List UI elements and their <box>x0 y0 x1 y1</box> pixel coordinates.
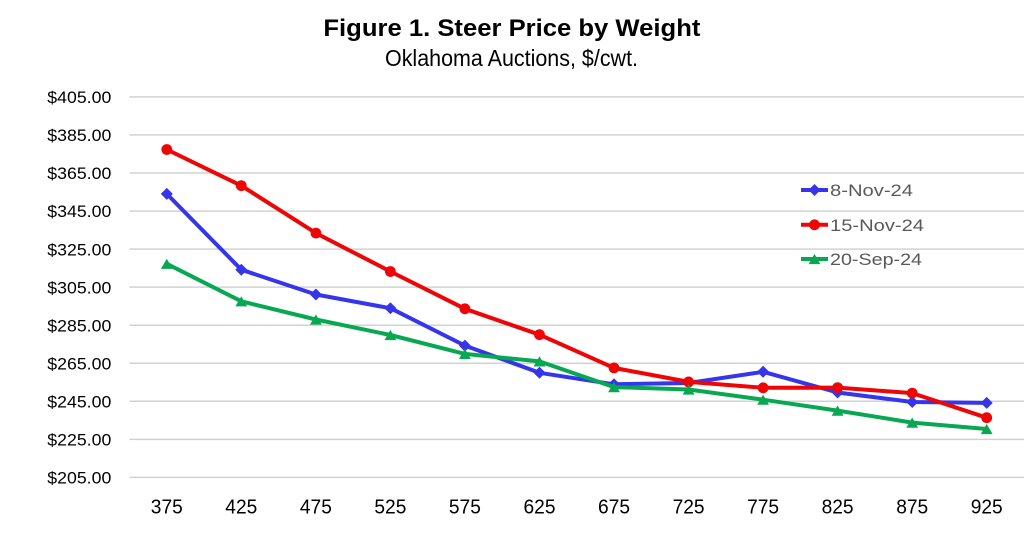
svg-text:875: 875 <box>896 497 928 519</box>
svg-text:$205.00: $205.00 <box>47 469 111 488</box>
svg-text:725: 725 <box>673 497 705 519</box>
svg-text:775: 775 <box>747 497 779 519</box>
svg-text:Oklahoma Auctions, $/cwt.: Oklahoma Auctions, $/cwt. <box>385 45 638 71</box>
svg-text:$285.00: $285.00 <box>47 316 111 335</box>
svg-text:575: 575 <box>449 497 481 519</box>
svg-text:525: 525 <box>374 497 406 519</box>
svg-text:$345.00: $345.00 <box>47 202 111 221</box>
svg-text:$245.00: $245.00 <box>47 393 111 412</box>
svg-text:425: 425 <box>225 497 257 519</box>
svg-text:8-Nov-24: 8-Nov-24 <box>830 181 913 200</box>
svg-text:625: 625 <box>524 497 556 519</box>
svg-text:$365.00: $365.00 <box>47 164 111 183</box>
svg-text:475: 475 <box>300 497 332 519</box>
svg-text:$225.00: $225.00 <box>47 431 111 450</box>
svg-text:20-Sep-24: 20-Sep-24 <box>830 250 922 269</box>
svg-text:Figure 1. Steer Price by Weigh: Figure 1. Steer Price by Weight <box>323 15 700 42</box>
svg-text:825: 825 <box>822 497 854 519</box>
svg-text:$325.00: $325.00 <box>47 240 111 259</box>
svg-text:925: 925 <box>971 497 1003 519</box>
svg-text:$405.00: $405.00 <box>47 88 111 107</box>
svg-text:$265.00: $265.00 <box>47 354 111 373</box>
svg-text:$385.00: $385.00 <box>47 126 111 145</box>
svg-text:375: 375 <box>151 497 183 519</box>
svg-text:15-Nov-24: 15-Nov-24 <box>830 216 924 235</box>
svg-text:$305.00: $305.00 <box>47 278 111 297</box>
svg-text:675: 675 <box>598 497 630 519</box>
